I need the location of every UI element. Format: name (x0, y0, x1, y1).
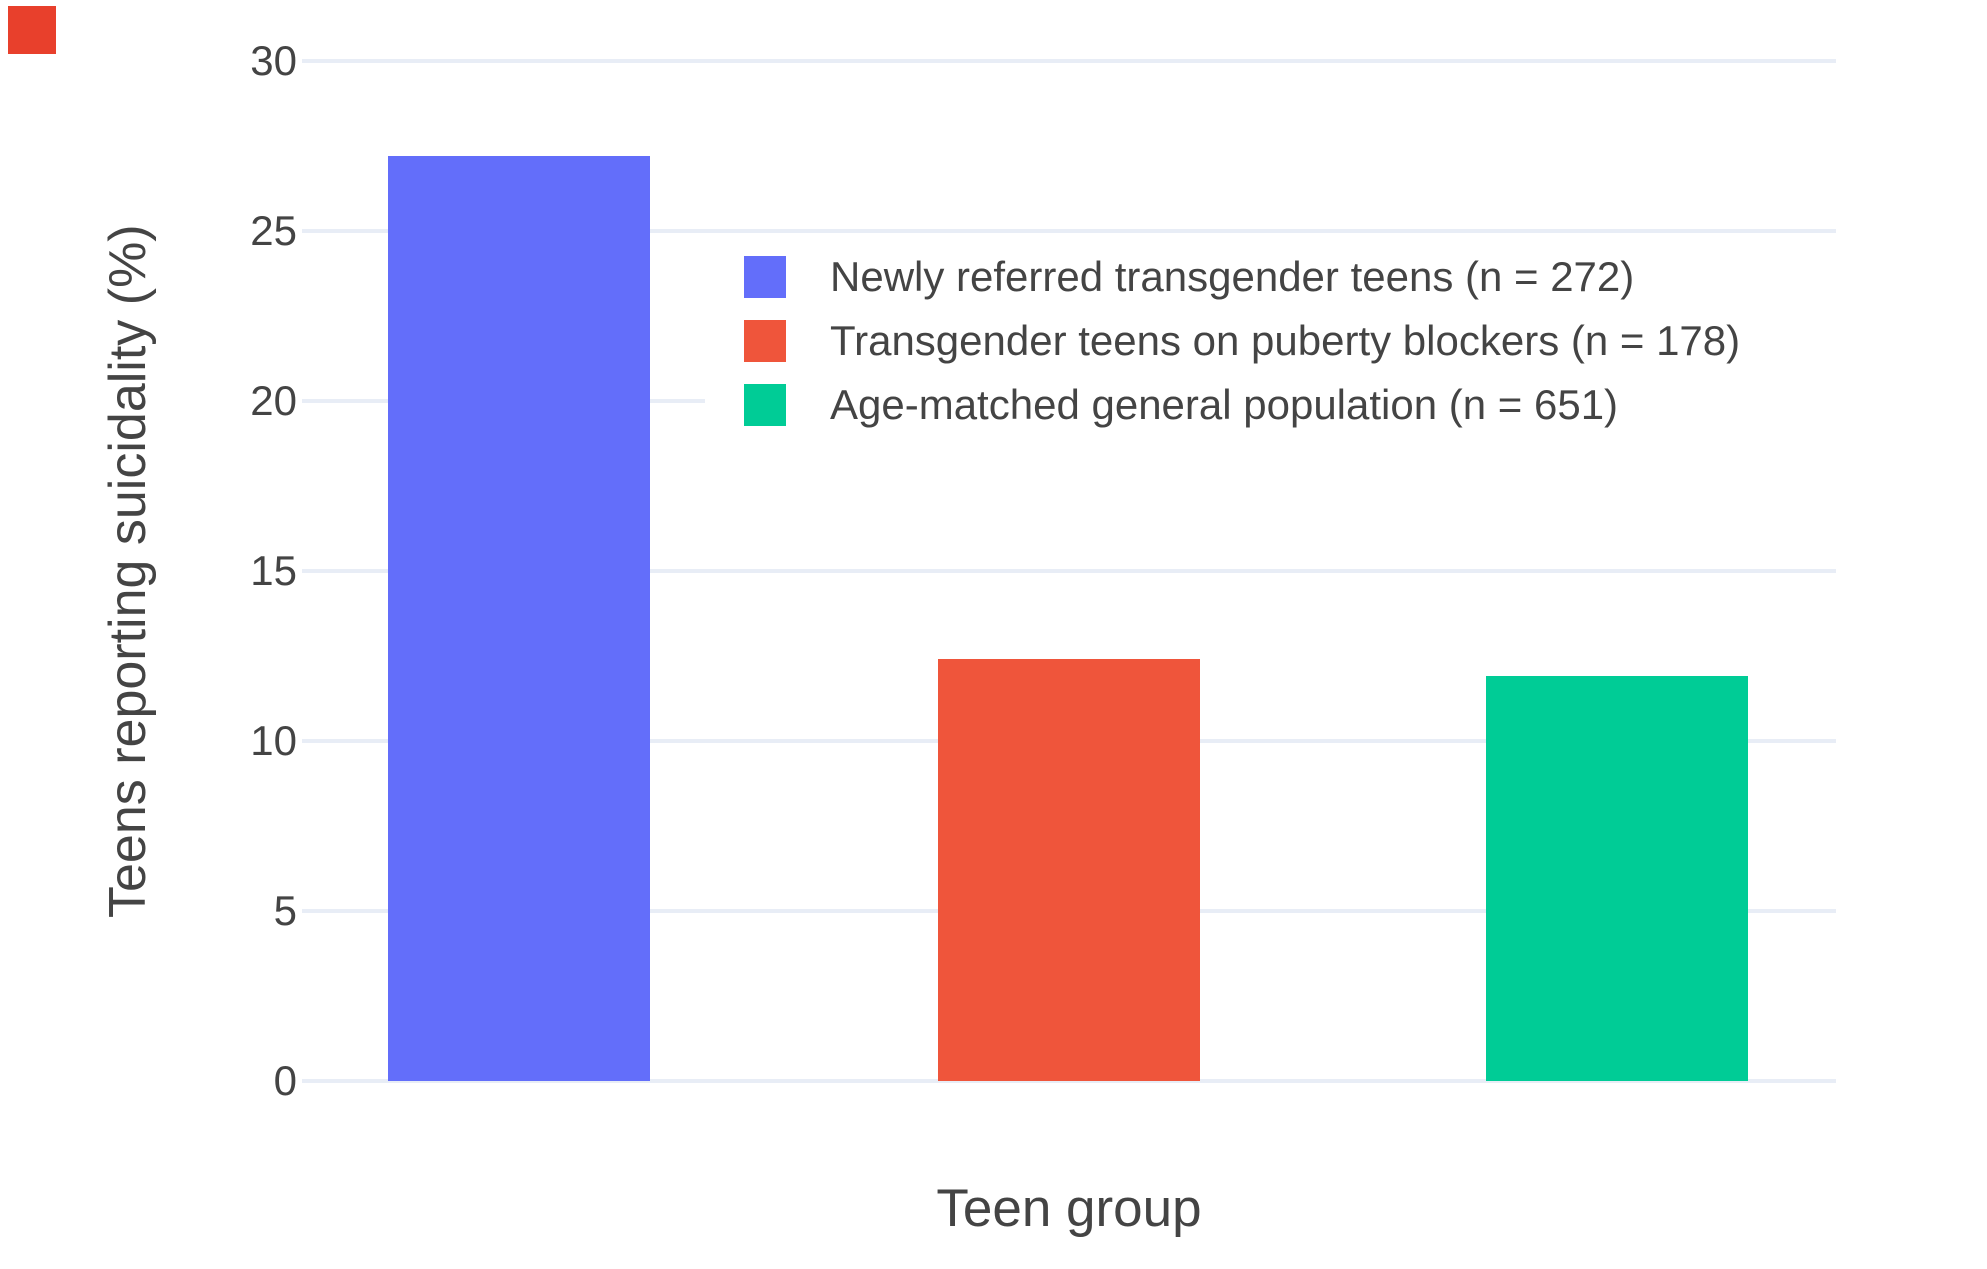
legend-swatch-red (744, 320, 786, 362)
plot-area (302, 59, 1836, 1083)
legend-label: Newly referred transgender teens (n = 27… (830, 253, 1635, 300)
gridline-y-25 (302, 229, 1836, 233)
legend-label: Transgender teens on puberty blockers (n… (830, 317, 1741, 364)
y-tick-label-0: 0 (273, 1057, 297, 1104)
bar-3[interactable] (1486, 676, 1748, 1081)
x-axis-title: Teen group (936, 1179, 1202, 1238)
gridline-y-15 (302, 569, 1836, 573)
legend-swatch-blue (744, 256, 786, 298)
bar-1[interactable] (388, 156, 650, 1081)
gridline-y-30 (302, 59, 1836, 63)
legend: Newly referred transgender teens (n = 27… (705, 237, 1844, 445)
y-tick-label-30: 30 (250, 37, 297, 84)
legend-item-newly-referred[interactable]: Newly referred transgender teens (n = 27… (744, 245, 1844, 309)
bar-2[interactable] (938, 659, 1200, 1081)
y-tick-label-5: 5 (273, 887, 297, 934)
y-tick-label-25: 25 (250, 207, 297, 254)
legend-item-general-population[interactable]: Age-matched general population (n = 651) (744, 373, 1844, 437)
y-tick-label-10: 10 (250, 717, 297, 764)
legend-label: Age-matched general population (n = 651) (830, 381, 1619, 428)
legend-item-puberty-blockers[interactable]: Transgender teens on puberty blockers (n… (744, 309, 1844, 373)
y-tick-label-15: 15 (250, 547, 297, 594)
cursor-marker (8, 6, 56, 54)
legend-swatch-green (744, 384, 786, 426)
y-tick-label-20: 20 (250, 377, 297, 424)
gridline-y-0 (302, 1079, 1836, 1083)
